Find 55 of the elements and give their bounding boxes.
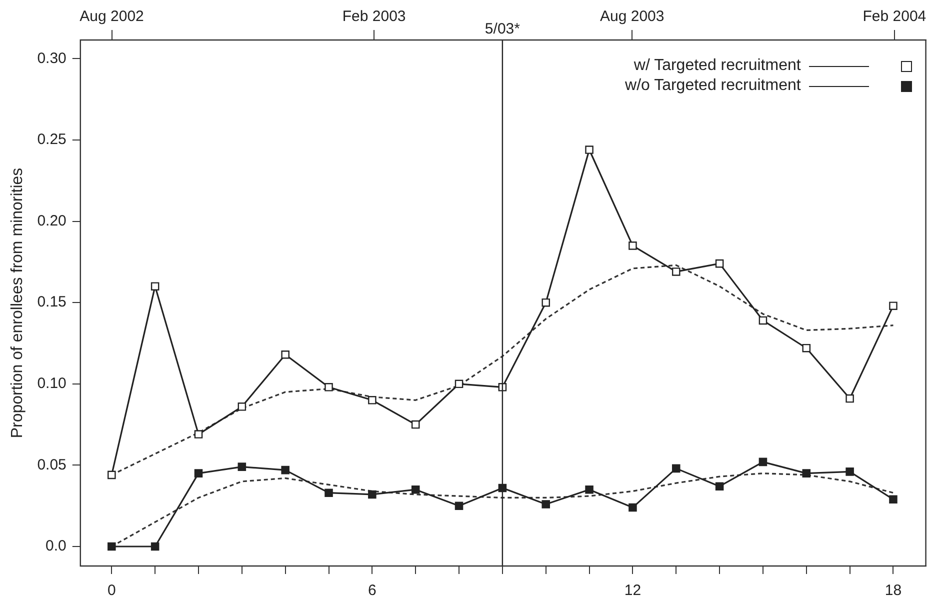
point: [194, 430, 203, 438]
point: [715, 482, 724, 490]
point: [194, 469, 203, 478]
x2-tick-label: Feb 2003: [342, 8, 406, 26]
legend-label: w/ Targeted recruitment: [634, 56, 801, 76]
x-tick-label: 6: [368, 582, 376, 600]
point: [150, 542, 160, 551]
point: [585, 146, 594, 154]
point: [368, 490, 376, 499]
x-tick-label: 0: [107, 582, 116, 600]
y-tick-label: 0.0: [46, 538, 66, 555]
point: [889, 495, 898, 504]
point: [542, 298, 550, 307]
point: [846, 468, 854, 476]
point: [628, 503, 637, 512]
point: [802, 469, 811, 478]
y-tick-label: 0.05: [37, 456, 66, 474]
y-tick-label: 0.10: [37, 375, 66, 392]
point: [889, 302, 898, 310]
point: [238, 462, 246, 471]
y-tick-label: 0.25: [37, 131, 66, 148]
point: [238, 402, 246, 411]
x2-tick-label: Aug 2002: [80, 8, 144, 26]
x-tick-label: 12: [624, 582, 642, 600]
point: [542, 500, 550, 508]
point: [454, 502, 464, 510]
x-tick-label: 18: [884, 582, 902, 600]
point: [585, 485, 594, 494]
point: [281, 350, 290, 359]
point: [411, 485, 420, 494]
point: [672, 464, 680, 473]
point: [454, 380, 464, 388]
point: [846, 394, 854, 403]
x2-tick-label: Feb 2004: [862, 8, 926, 26]
legend-label: w/o Targeted recruitment: [625, 76, 801, 96]
point: [758, 458, 768, 466]
point: [368, 396, 376, 404]
point: [108, 470, 116, 480]
point: [758, 316, 768, 325]
y-axis-title: Proportion of enrollees from minorities: [9, 168, 26, 438]
x2-tick-label: Aug 2003: [600, 8, 664, 26]
point: [802, 344, 811, 352]
y-tick-label: 0.15: [37, 294, 66, 311]
text: 5/03*: [484, 20, 520, 38]
point: [411, 420, 420, 429]
point: [108, 542, 116, 551]
y-tick-label: 0.20: [37, 212, 66, 230]
point: [628, 242, 637, 250]
point: [672, 268, 680, 276]
point: [324, 383, 333, 392]
point: [150, 282, 160, 290]
point: [281, 466, 290, 474]
y-tick-label: 0.30: [37, 50, 66, 67]
point: [324, 488, 333, 497]
point: [715, 259, 724, 268]
